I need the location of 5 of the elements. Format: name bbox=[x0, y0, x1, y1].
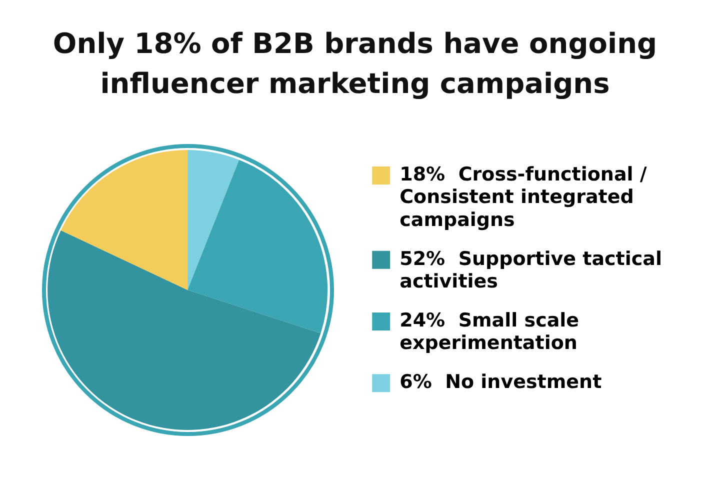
legend-label: 18% Cross-functional / Consistent integrated campaigns bbox=[400, 163, 647, 232]
chart-title: Only 18% of B2B brands have ongoing influencer marketing campaigns bbox=[52, 26, 658, 102]
legend-label: 24% Small scale experimentation bbox=[400, 309, 580, 354]
legend-label: 52% Supportive tactical activities bbox=[400, 248, 662, 293]
legend-label: 6% No investment bbox=[400, 371, 602, 394]
